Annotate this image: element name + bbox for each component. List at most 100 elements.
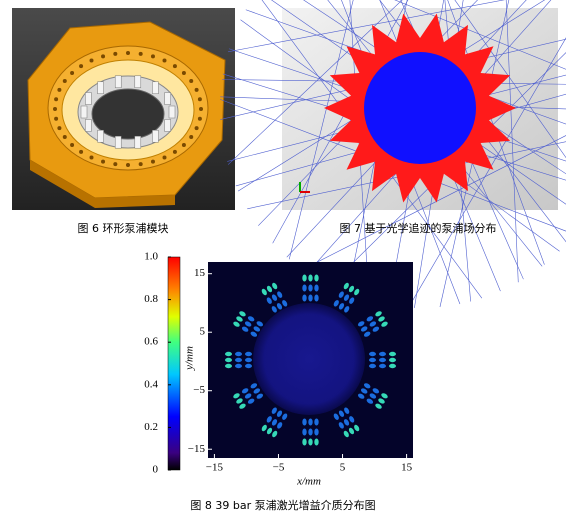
lobe-spot <box>378 316 385 322</box>
lobe-spot <box>302 438 307 446</box>
caption: 图 7 基于光学追迹的泵浦场分布 <box>340 221 497 235</box>
lobe-spot <box>308 438 313 446</box>
pump-bar <box>164 92 171 105</box>
colorbar-tick-label: 0.2 <box>144 421 158 433</box>
lobe-spot <box>308 294 313 302</box>
bolt-hole <box>101 159 106 164</box>
lobe-spot <box>236 398 243 404</box>
bolt-hole <box>89 155 94 160</box>
lobe-spot <box>349 416 355 423</box>
lobe-spot <box>338 303 345 310</box>
bolt-hole <box>138 162 143 167</box>
lobe-spot <box>302 428 307 436</box>
bolt-hole <box>126 51 130 55</box>
lobe-spot <box>302 418 307 426</box>
y-axis-label: y/mm <box>184 346 196 371</box>
lobe-spot <box>389 357 396 363</box>
pump-bar <box>85 119 92 132</box>
pump-bar <box>164 119 171 132</box>
lobe-spot <box>261 288 267 296</box>
bolt-hole <box>162 58 167 63</box>
lobe-spot <box>314 428 319 436</box>
lobe-spot <box>253 326 261 332</box>
pump-bar <box>114 135 122 149</box>
y-tick-label: 15 <box>194 267 206 279</box>
lobe-spot <box>314 418 319 426</box>
lobe-spot <box>261 424 267 432</box>
pump-bar <box>80 105 88 119</box>
lobe-spot <box>266 416 272 423</box>
lobe-spot <box>369 351 376 357</box>
y-tick-label: −5 <box>193 384 205 396</box>
pump-bar <box>85 92 92 105</box>
lobe-spot <box>276 410 283 417</box>
lobe-spot <box>379 357 386 363</box>
lobe-spot <box>244 321 252 327</box>
lobe-spot <box>235 363 242 369</box>
lobe-spot <box>308 274 313 282</box>
lobe-spot <box>225 357 232 363</box>
lobe-spot <box>357 393 365 399</box>
lobe-spot <box>381 393 388 399</box>
lobe-spot <box>247 316 255 322</box>
lobe-spot <box>381 321 388 327</box>
lobe-spot <box>282 300 288 307</box>
bolt-hole <box>194 87 199 92</box>
bolt-hole <box>162 155 167 160</box>
lobe-spot <box>338 422 344 429</box>
lobe-spot <box>369 321 377 327</box>
bolt-hole <box>54 97 59 102</box>
pump-bar <box>134 75 142 89</box>
lobe-spot <box>235 351 242 357</box>
lobe-spot <box>247 398 255 404</box>
lobe-spot <box>308 418 313 426</box>
bolt-hole <box>70 142 75 147</box>
bolt-hole <box>79 64 84 69</box>
colorbar <box>167 256 181 471</box>
lobe-spot <box>272 430 278 438</box>
lobe-spot <box>366 316 374 322</box>
lobe-spot <box>239 403 246 409</box>
pump-bar <box>97 129 104 143</box>
bolt-hole <box>172 149 177 154</box>
lobe-spot <box>343 282 349 290</box>
lobe-spot <box>354 288 360 296</box>
lobe-spot <box>308 284 313 292</box>
lobe-spot <box>348 285 355 293</box>
lobe-spot <box>360 326 368 332</box>
colorbar-tick-label: 0.4 <box>144 378 158 390</box>
bolt-hole <box>194 126 199 131</box>
lobe-spot <box>369 357 376 363</box>
lobe-spot <box>343 419 350 426</box>
bolt-hole <box>138 51 143 56</box>
lobe-spot <box>372 326 380 332</box>
lobe-spot <box>343 294 350 301</box>
lobe-spot <box>363 331 371 337</box>
lobe-spot <box>344 407 350 414</box>
caption: 图 8 39 bar 泵浦激光增益介质分布图 <box>190 498 375 512</box>
lobe-spot <box>333 300 339 307</box>
bolt-hole <box>101 54 106 59</box>
lobe-spot <box>302 284 307 292</box>
lobe-spot <box>360 388 368 394</box>
lobe-spot <box>235 357 242 363</box>
lobe-spot <box>276 303 283 310</box>
lobe-spot <box>253 388 261 394</box>
bolt-hole <box>181 142 186 147</box>
bolt-hole <box>199 107 203 111</box>
bolt-hole <box>150 54 155 59</box>
lobe-spot <box>372 388 380 394</box>
lobe-spot <box>277 291 283 298</box>
lobe-spot <box>338 291 344 298</box>
lobe-spot <box>343 430 349 438</box>
lobe-spot <box>225 351 232 357</box>
bolt-hole <box>70 71 75 76</box>
pump-bar <box>152 129 159 143</box>
lobe-spot <box>245 357 252 363</box>
lobe-spot <box>302 274 307 282</box>
lobe-spot <box>308 428 313 436</box>
lobe-spot <box>282 413 288 420</box>
lobe-spot <box>369 363 376 369</box>
lobe-spot <box>389 363 396 369</box>
lobe-spot <box>344 306 350 313</box>
